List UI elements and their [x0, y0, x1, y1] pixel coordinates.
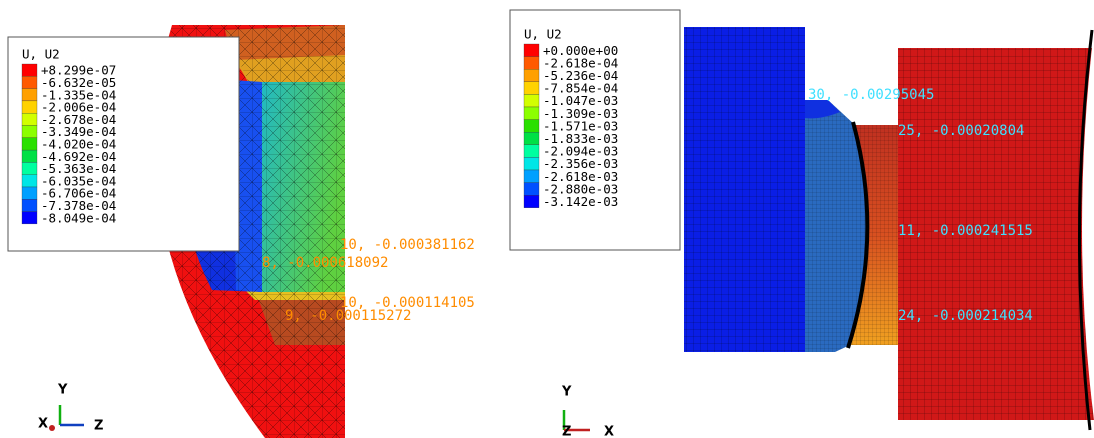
probe-label: 8, -0.000618092: [262, 255, 388, 271]
legend-swatch: [22, 76, 37, 88]
probe-label: 25, -0.00020804: [898, 123, 1024, 139]
legend-label: -8.049e-04: [41, 210, 116, 225]
probe-label: 11, -0.000241515: [898, 223, 1033, 239]
legend-swatch: [22, 175, 37, 187]
axis-triad-label: Y: [57, 383, 68, 398]
legend-swatch: [22, 126, 37, 138]
legend-swatch: [22, 138, 37, 150]
legend-swatch: [524, 195, 539, 208]
legend-swatch: [22, 101, 37, 113]
legend-swatch: [524, 44, 539, 57]
legend-label: -3.142e-03: [543, 194, 618, 209]
legend-swatch: [524, 132, 539, 145]
axis-triad-label: X: [38, 417, 48, 432]
legend-swatch: [22, 212, 37, 224]
axis-triad-label: Z: [562, 425, 571, 438]
legend-swatch: [22, 150, 37, 162]
probe-label: 10, -0.000381162: [340, 237, 475, 253]
legend-swatch: [524, 183, 539, 196]
probe-label: 30, -0.00295045: [808, 87, 934, 103]
legend-swatch: [22, 162, 37, 174]
legend-swatch: [524, 145, 539, 158]
legend-swatch: [524, 107, 539, 120]
legend: U, U2+0.000e+00-2.618e-04-5.236e-04-7.85…: [524, 27, 618, 210]
legend-swatch: [22, 89, 37, 101]
legend-title: U, U2: [524, 27, 562, 42]
legend-swatch: [524, 82, 539, 95]
legend-swatch: [524, 57, 539, 70]
axis-triad-label: X: [604, 425, 614, 438]
legend-swatch: [524, 94, 539, 107]
legend-swatch: [22, 187, 37, 199]
legend-title: U, U2: [22, 47, 60, 62]
probe-label: 9, -0.000115272: [285, 308, 411, 324]
axis-triad-label: Z: [94, 419, 103, 434]
legend-swatch: [524, 120, 539, 133]
legend-swatch: [22, 199, 37, 211]
legend-swatch: [524, 69, 539, 82]
axis-triad-label: Y: [561, 385, 572, 400]
legend: U, U2+8.299e-07-6.632e-05-1.335e-04-2.00…: [22, 47, 116, 226]
legend-swatch: [22, 64, 37, 76]
probe-label: 24, -0.000214034: [898, 308, 1033, 324]
legend-swatch: [22, 113, 37, 125]
screenshot: U, U2+8.299e-07-6.632e-05-1.335e-04-2.00…: [0, 0, 1094, 438]
legend-swatch: [524, 157, 539, 170]
legend-swatch: [524, 170, 539, 183]
